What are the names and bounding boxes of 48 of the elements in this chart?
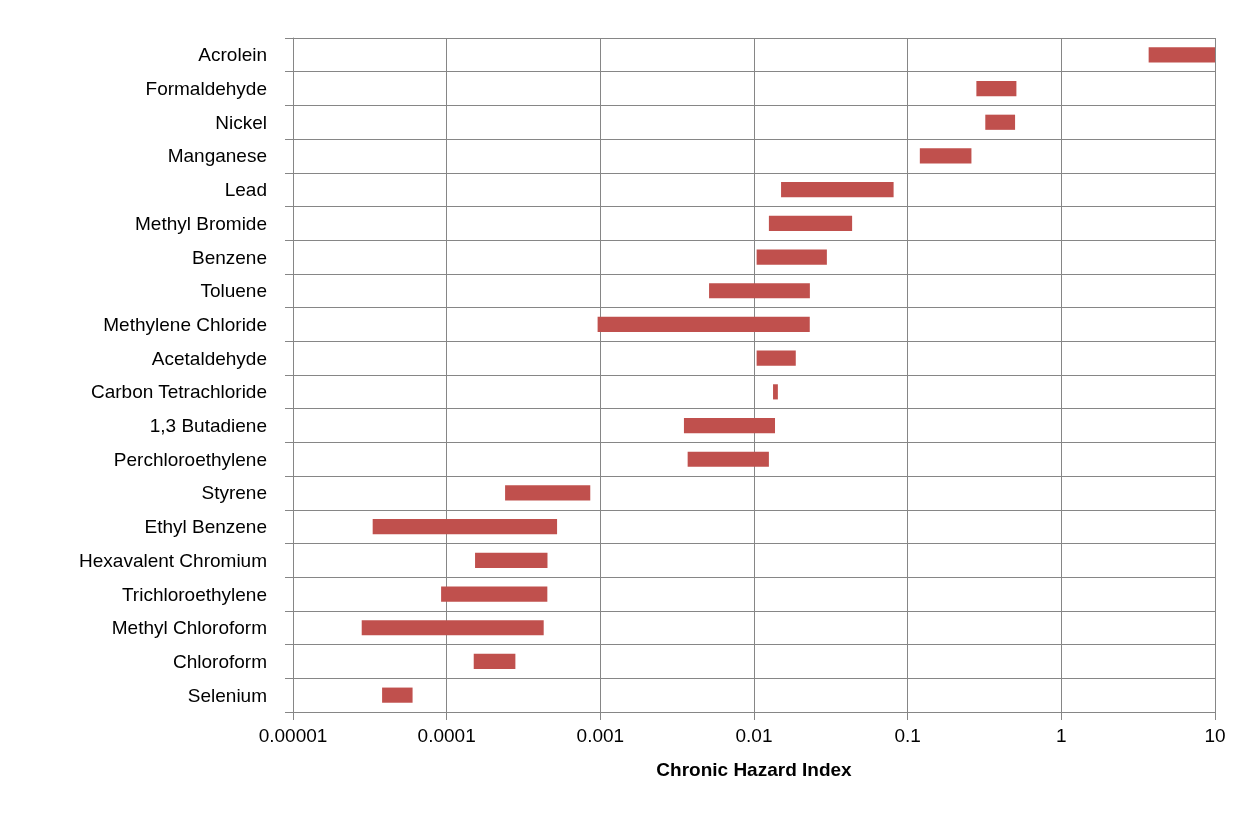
y-tick-label: Methylene Chloride	[103, 313, 267, 335]
y-tick-label: 1,3 Butadiene	[149, 415, 267, 437]
x-tick-label: 0.01	[735, 725, 773, 746]
x-axis-title: Chronic Hazard Index	[656, 759, 853, 780]
bar	[687, 451, 769, 467]
y-tick-label: Acrolein	[198, 44, 267, 66]
x-tick-label: 1	[1056, 725, 1067, 746]
y-tick-label: Carbon Tetrachloride	[90, 381, 267, 403]
y-tick-label: Manganese	[167, 145, 267, 167]
y-tick-label: Toluene	[200, 280, 267, 302]
bar	[683, 417, 776, 434]
bar	[919, 148, 972, 164]
bar	[709, 283, 810, 299]
bar	[756, 350, 796, 366]
y-tick-label: Chloroform	[173, 650, 267, 672]
bar	[768, 215, 853, 231]
y-tick-label: Methyl Bromide	[135, 212, 267, 234]
y-tick-label: Selenium	[187, 684, 267, 706]
bar	[773, 384, 778, 400]
y-tick-label: Nickel	[215, 111, 267, 133]
bar	[985, 114, 1016, 130]
bar	[372, 519, 558, 535]
bar	[781, 182, 894, 198]
bar	[382, 687, 413, 703]
y-tick-label: Methyl Chloroform	[111, 617, 267, 639]
bar	[756, 249, 827, 265]
bar	[441, 586, 548, 602]
x-tick-label: 0.00001	[258, 725, 328, 746]
bar	[976, 80, 1017, 97]
y-tick-label: Acetaldehyde	[151, 347, 267, 369]
y-tick-label: Styrene	[201, 482, 267, 504]
x-tick-label: 0.001	[576, 725, 625, 746]
y-tick-label: Formaldehyde	[145, 78, 267, 100]
bar	[597, 316, 810, 333]
y-tick-label: Ethyl Benzene	[144, 516, 267, 538]
bar	[361, 620, 544, 636]
bar	[505, 485, 591, 501]
bar	[1148, 47, 1215, 63]
y-tick-label: Benzene	[191, 246, 267, 268]
bar	[473, 653, 516, 670]
y-tick-label: Perchloroethylene	[113, 448, 267, 470]
y-tick-label: Lead	[224, 179, 267, 201]
y-tick-label: Trichloroethylene	[121, 583, 267, 605]
x-tick-label: 10	[1204, 725, 1226, 746]
bar	[475, 552, 548, 568]
y-tick-label: Hexavalent Chromium	[79, 549, 267, 571]
x-tick-label: 0.0001	[417, 725, 476, 746]
x-tick-label: 0.1	[894, 725, 921, 746]
